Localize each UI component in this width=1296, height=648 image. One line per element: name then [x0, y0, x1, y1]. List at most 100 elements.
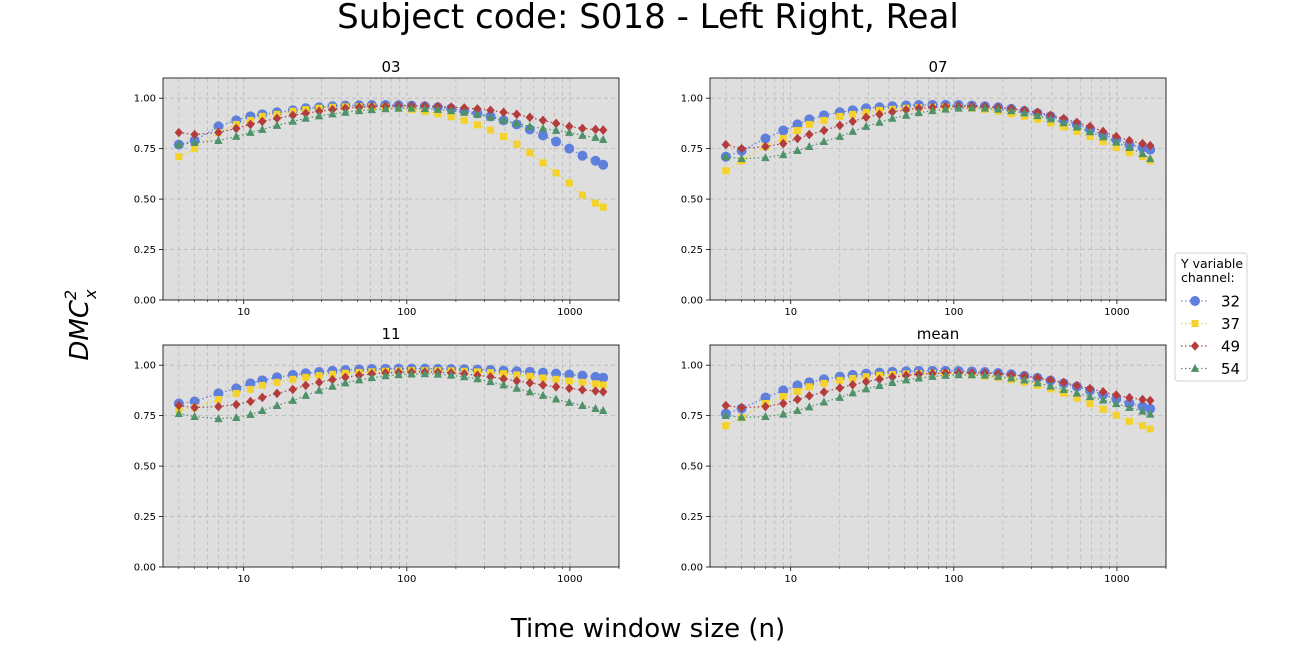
data-point — [577, 150, 588, 161]
data-point — [1125, 143, 1134, 152]
data-point — [1073, 394, 1081, 402]
data-point — [499, 107, 508, 118]
data-point — [381, 371, 390, 380]
data-point — [578, 378, 586, 386]
data-point — [538, 380, 548, 390]
data-point — [513, 371, 521, 379]
data-point — [875, 380, 884, 389]
data-point — [1072, 388, 1082, 397]
data-point — [1059, 377, 1068, 388]
data-point — [551, 381, 561, 392]
data-point — [288, 384, 298, 395]
data-point — [590, 371, 601, 382]
data-point — [954, 370, 963, 379]
y-tick-label: 0.75 — [134, 144, 156, 155]
data-point — [875, 374, 884, 385]
data-point — [314, 385, 324, 394]
series-line-32 — [725, 370, 1151, 415]
data-point — [779, 409, 788, 418]
data-point — [500, 133, 508, 141]
data-point — [473, 121, 481, 129]
data-point — [1138, 138, 1147, 149]
x-tick-label: 100 — [944, 307, 963, 318]
data-point — [861, 376, 871, 387]
data-point — [1098, 132, 1108, 141]
data-point — [1060, 389, 1068, 397]
data-point — [328, 381, 337, 390]
data-point — [805, 391, 814, 401]
data-point — [314, 377, 324, 388]
legend-label: 49 — [1221, 338, 1240, 356]
data-point — [512, 118, 521, 127]
data-point — [1046, 114, 1055, 123]
data-point — [721, 152, 731, 161]
data-point — [394, 370, 403, 379]
x-tick-label: 100 — [397, 574, 416, 585]
data-point — [1139, 422, 1147, 430]
data-point — [174, 400, 184, 411]
data-point — [258, 392, 267, 403]
data-point — [447, 113, 455, 121]
data-point — [174, 409, 184, 418]
data-point — [861, 112, 871, 123]
data-point — [214, 414, 223, 423]
data-point — [314, 106, 324, 117]
legend-box — [1174, 252, 1248, 382]
data-point — [1072, 122, 1082, 131]
legend-label: 32 — [1221, 293, 1240, 311]
data-point — [805, 383, 813, 391]
data-point — [486, 105, 495, 116]
data-point — [190, 137, 199, 146]
y-axis-label-sup: 2 — [61, 290, 80, 300]
data-point — [232, 123, 241, 134]
data-point — [473, 374, 482, 383]
data-point — [565, 121, 574, 132]
data-point — [551, 394, 561, 403]
legend-marker — [1191, 320, 1199, 327]
data-point — [954, 103, 963, 112]
legend-marker — [1190, 341, 1200, 351]
y-tick-label: 0.50 — [681, 195, 703, 206]
data-point — [849, 110, 857, 118]
data-point — [272, 120, 282, 129]
data-point — [793, 146, 802, 155]
data-point — [487, 126, 495, 134]
data-point — [598, 405, 608, 414]
y-tick-label: 0.25 — [134, 245, 156, 256]
plot-area — [710, 345, 1166, 567]
series-54 — [721, 103, 1155, 163]
data-point — [875, 109, 884, 120]
data-point — [1112, 399, 1121, 408]
data-point — [538, 115, 548, 126]
legend-title: channel: — [1181, 270, 1235, 285]
data-point — [565, 127, 574, 136]
data-point — [721, 411, 731, 420]
svg-text:DMC2x: DMC2x — [61, 289, 100, 361]
x-tick-label: 10 — [784, 574, 797, 585]
data-point — [191, 145, 199, 153]
data-point — [407, 369, 416, 378]
data-point — [175, 153, 183, 161]
data-point — [407, 103, 416, 112]
panel-title: 03 — [381, 58, 400, 76]
data-point — [551, 136, 562, 147]
data-point — [1046, 375, 1055, 385]
y-tick-label: 1.00 — [681, 94, 703, 105]
data-point — [598, 159, 609, 170]
series-54 — [174, 103, 608, 148]
data-point — [793, 405, 802, 414]
data-point — [1145, 154, 1155, 163]
data-point — [1098, 387, 1108, 397]
data-point — [190, 412, 199, 421]
data-point — [538, 130, 549, 141]
data-point — [258, 124, 267, 133]
data-point — [189, 396, 200, 407]
data-point — [761, 141, 770, 152]
legend-marker — [1190, 296, 1200, 306]
data-point — [591, 386, 600, 396]
data-point — [778, 385, 789, 396]
series-line-37 — [725, 106, 1151, 172]
data-point — [1060, 123, 1068, 131]
y-tick-label: 0.00 — [134, 563, 156, 574]
data-point — [835, 131, 845, 140]
